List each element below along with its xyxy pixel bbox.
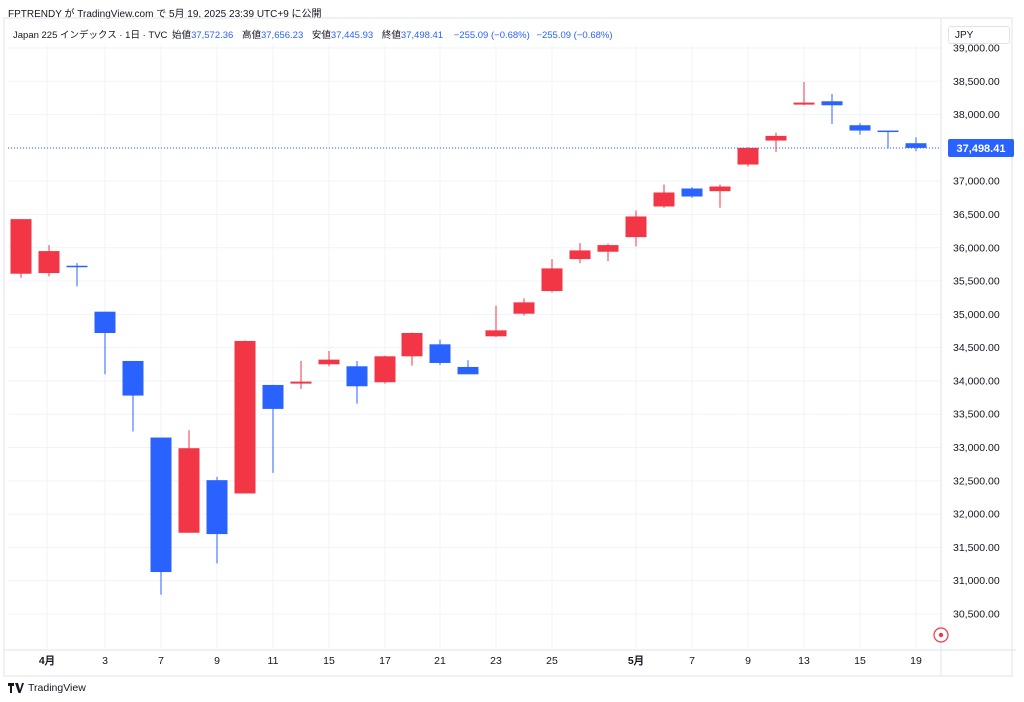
y-tick-label: 34,500.00 [953,342,1000,354]
close-label: 終値 [381,30,401,41]
candle-body [765,135,787,141]
currency-selector[interactable]: JPY [948,26,1010,44]
candle-body [178,448,200,533]
candle-body [318,359,340,365]
candle-body [290,381,312,384]
candle-body [234,340,256,494]
brand-name: TradingView [28,682,86,694]
y-tick-label: 32,500.00 [953,475,1000,487]
candle-body [429,344,451,363]
chart-frame [3,17,1013,677]
candle-body [94,311,116,333]
y-tick-label: 31,500.00 [953,542,1000,554]
close-value: 37,498.41 [400,30,444,41]
y-tick-label: 38,500.00 [953,76,1000,88]
x-tick-label: 21 [434,655,446,667]
candle-body [206,480,228,535]
footer-brand: TradingView [8,682,86,694]
tradingview-logo-icon [8,683,24,693]
candle-body [541,268,563,292]
open-value: 37,572.36 [191,30,234,41]
publish-attribution: FPTRENDY が TradingView.com で 5月 19, 2025… [8,9,322,20]
candle-body [821,101,843,106]
x-tick-label: 13 [798,655,810,667]
x-tick-label: 25 [546,655,558,667]
change-value-secondary: −255.09 (−0.68%) [536,30,613,41]
candle-body [513,302,535,314]
y-tick-label: 33,000.00 [953,442,1000,454]
y-tick-label: 32,000.00 [953,509,1000,521]
candle-body [457,366,479,375]
y-tick-label: 36,000.00 [953,242,1000,254]
x-tick-label: 7 [689,655,695,667]
x-tick-label: 4月 [39,655,55,667]
candle-body [625,216,647,238]
candle-body [793,102,815,105]
candle-body [262,384,284,409]
y-tick-label: 39,000.00 [953,43,1000,55]
y-tick-label: 37,000.00 [953,176,1000,188]
candle-body [122,360,144,396]
high-value: 37,656.23 [260,30,304,41]
open-label: 始値 [172,30,192,41]
x-tick-label: 19 [910,655,922,667]
candle-body [374,356,396,383]
last-price-label: 37,498.41 [957,143,1006,155]
candle-body [150,437,172,573]
x-tick-label: 7 [158,655,164,667]
x-tick-label: 15 [854,655,866,667]
candle-body [10,219,32,274]
change-value: −255.09 (−0.68%) [453,30,530,41]
candle-body [569,250,591,260]
x-tick-label: 11 [268,655,279,667]
candle-body [66,265,88,268]
high-label: 高値 [241,30,261,41]
low-label: 安値 [311,30,331,41]
x-tick-label: 9 [214,655,220,667]
y-tick-label: 30,500.00 [953,609,1000,621]
y-tick-label: 35,000.00 [953,309,1000,321]
candle-body [597,245,619,252]
x-tick-label: 5月 [628,655,644,667]
symbol-name[interactable]: Japan 225 インデックス · 1日 · TVC [13,30,168,41]
y-tick-label: 35,500.00 [953,276,1000,288]
candle-body [401,332,423,357]
candle-body [877,130,899,133]
y-tick-label: 34,000.00 [953,375,1000,387]
y-tick-label: 36,500.00 [953,209,1000,221]
candle-body [346,366,368,387]
y-tick-label: 33,500.00 [953,409,1000,421]
symbol-legend: Japan 225 インデックス · 1日 · TVC 始値37,572.36 … [13,27,613,41]
candle-body [849,125,871,131]
candle-body [681,188,703,197]
x-tick-label: 15 [323,655,335,667]
go-to-realtime-dot-icon [938,632,944,638]
candle-body [709,186,731,192]
candle-body [485,330,507,337]
last-price-tag [948,138,1014,157]
x-tick-label: 3 [102,655,108,667]
y-tick-label: 31,000.00 [953,575,1000,587]
x-tick-label: 17 [379,655,391,667]
x-tick-label: 23 [490,655,502,667]
low-value: 37,445.93 [330,30,374,41]
candle-body [737,147,759,165]
y-tick-label: 38,000.00 [953,109,1000,121]
candle-body [905,143,927,148]
x-tick-label: 9 [745,655,751,667]
candle-body [38,251,60,274]
candle-body [653,192,675,207]
